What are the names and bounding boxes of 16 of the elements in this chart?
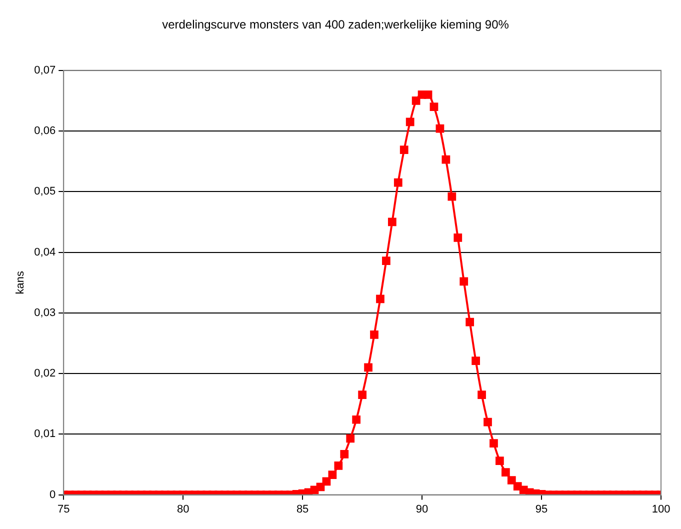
- x-tick-label: 100: [652, 503, 670, 516]
- x-tick-label: 80: [176, 503, 190, 516]
- x-tick-label: 85: [296, 503, 309, 516]
- y-tick-label: 0,07: [34, 64, 56, 76]
- chart-title: verdelingscurve monsters van 400 zaden;werkelijke kieming 90%: [162, 18, 510, 32]
- y-tick-label: 0,04: [34, 246, 56, 258]
- y-tick-label: 0: [49, 488, 56, 501]
- y-tick-label: 0,01: [34, 428, 56, 440]
- y-tick-label: 0,05: [34, 186, 56, 198]
- y-tick-label: 0,06: [34, 125, 56, 138]
- x-tick-label: 90: [416, 503, 428, 516]
- x-tick-label: 95: [535, 503, 548, 516]
- y-axis-title: kans: [14, 270, 27, 294]
- x-tick-label: 75: [57, 503, 70, 516]
- y-tick-label: 0,03: [34, 306, 56, 319]
- y-tick-label: 0,02: [34, 368, 56, 380]
